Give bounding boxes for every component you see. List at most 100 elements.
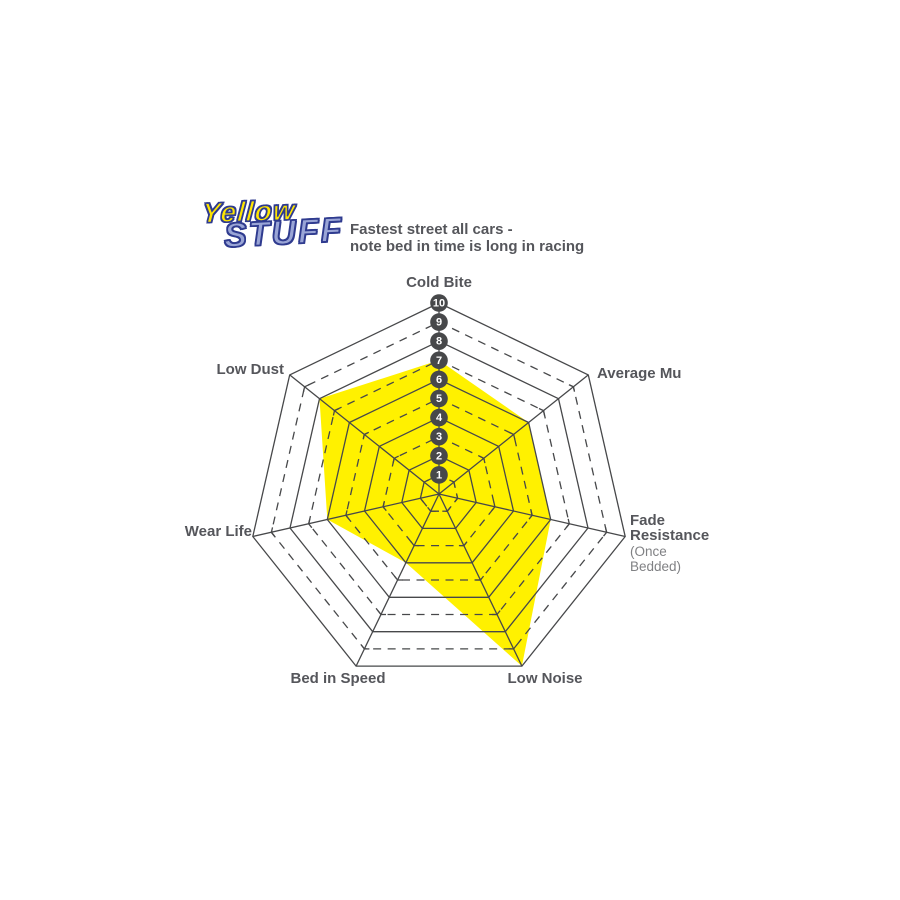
ring-corner-tick: [423, 479, 429, 483]
ring-corner-tick: [360, 644, 365, 650]
axis-label-fade-sub: (Once Bedded): [630, 544, 682, 574]
ring-corner-tick: [572, 386, 576, 392]
ring-corner-tick: [602, 531, 608, 537]
ring-3: [382, 435, 496, 547]
axis-label-low-dust: Low Dust: [216, 361, 285, 378]
ring-corner-tick: [568, 384, 574, 388]
ring-corner-tick: [362, 434, 365, 440]
scale-badge-7: [430, 351, 448, 370]
ring-corner-tick: [496, 610, 501, 615]
ring-corner-tick: [483, 458, 486, 464]
scale-badge-8: [430, 332, 448, 351]
ring-corner-tick: [392, 458, 395, 464]
ring-5: [345, 397, 533, 581]
scale-badge-number-5: 5: [436, 393, 442, 405]
scale-badge-number-6: 6: [436, 374, 442, 386]
ring-corner-tick: [565, 523, 570, 529]
ring-corner-tick: [377, 610, 382, 615]
ring-2: [401, 455, 477, 530]
scale-badge-3: [430, 427, 448, 446]
ring-corner-tick: [508, 431, 514, 436]
subtitle-line-1: Fastest street all cars -: [350, 221, 513, 238]
ring-corner-tick: [302, 386, 306, 392]
ring-4: [363, 416, 515, 564]
ring-corner-tick: [410, 541, 415, 547]
logo-word-yellow: Yellow: [200, 194, 297, 230]
ring-corner-tick: [270, 531, 276, 537]
scale-badge-5: [430, 389, 448, 408]
ring-corner-tick: [393, 455, 399, 459]
ring-corner-tick: [567, 518, 570, 524]
ring-corner-tick: [513, 434, 516, 440]
axis-label-fade-resistance: Fade Resistance (Once Bedded): [630, 513, 712, 574]
ring-corner-tick: [393, 575, 399, 581]
scale-badge-number-7: 7: [436, 355, 442, 367]
ring-corner-tick: [304, 384, 310, 388]
scale-badge-number-3: 3: [436, 431, 442, 443]
axis-label-low-noise: Low Noise: [507, 670, 583, 687]
ring-corner-tick: [419, 493, 423, 499]
ring-corner-tick: [427, 506, 432, 512]
ring-corner-tick: [308, 523, 313, 529]
ring-corner-tick: [493, 501, 496, 507]
ring-corner-tick: [538, 407, 544, 412]
axis-label-wear-life: Wear Life: [184, 523, 252, 540]
spoke-1: [438, 374, 589, 495]
ring-corner-tick: [479, 575, 485, 581]
axis-label-average-mu: Average Mu: [597, 365, 682, 382]
ring-corner-tick: [449, 479, 455, 483]
ring-corner-tick: [419, 497, 425, 503]
ring-9: [270, 321, 608, 650]
spoke-5: [252, 493, 440, 538]
chart-subtitle: Fastest street all cars - note bed in ti…: [350, 221, 584, 255]
ring-corner-tick: [491, 506, 496, 512]
axis-label-fade-main: Fade Resistance: [630, 512, 710, 544]
ring-corner-tick: [453, 497, 459, 503]
ring-corner-tick: [604, 527, 608, 533]
ring-10: [252, 302, 626, 667]
scale-badge-number-2: 2: [436, 450, 442, 462]
spoke-6: [289, 374, 440, 495]
ring-corner-tick: [513, 644, 518, 650]
axis-label-bed-in-speed: Bed in Speed: [290, 670, 386, 687]
ring-corner-tick: [270, 527, 274, 533]
ring-corner-tick: [479, 455, 485, 459]
ring-7: [307, 359, 571, 616]
ring-corner-tick: [542, 410, 546, 416]
scale-badge-6: [430, 370, 448, 389]
scale-badge-number-10: 10: [433, 298, 445, 310]
ring-corner-tick: [453, 481, 456, 488]
axis-label-cold-bite: Cold Bite: [406, 274, 472, 291]
ring-corner-tick: [345, 514, 350, 520]
ring-corner-tick: [345, 510, 348, 516]
spoke-4: [355, 493, 440, 667]
spoke-2: [438, 493, 626, 538]
ring-8: [289, 340, 589, 633]
ring-corner-tick: [446, 506, 451, 512]
scale-badge-4: [430, 408, 448, 427]
ring-6: [326, 378, 552, 598]
scale-badge-number-1: 1: [436, 469, 442, 481]
ring-corner-tick: [455, 493, 459, 499]
ring-corner-tick: [364, 431, 370, 436]
scale-badge-2: [430, 447, 448, 465]
ring-corner-tick: [382, 506, 387, 512]
ring-corner-tick: [422, 481, 425, 488]
ring-corner-tick: [528, 514, 533, 520]
scale-badge-number-9: 9: [436, 317, 442, 329]
scale-badge-number-4: 4: [436, 412, 443, 424]
subtitle-line-2: note bed in time is long in racing: [350, 238, 585, 255]
scale-badge-9: [430, 313, 448, 331]
scale-badge-10: [430, 294, 448, 312]
ring-corner-tick: [334, 407, 340, 412]
spoke-3: [438, 493, 523, 667]
data-polygon: [319, 360, 551, 667]
ring-corner-tick: [332, 410, 336, 416]
scale-badge-number-8: 8: [436, 336, 442, 348]
ring-corner-tick: [308, 518, 311, 524]
ring-corner-tick: [530, 510, 533, 516]
scale-badge-1: [430, 466, 448, 484]
ring-corner-tick: [463, 541, 468, 547]
